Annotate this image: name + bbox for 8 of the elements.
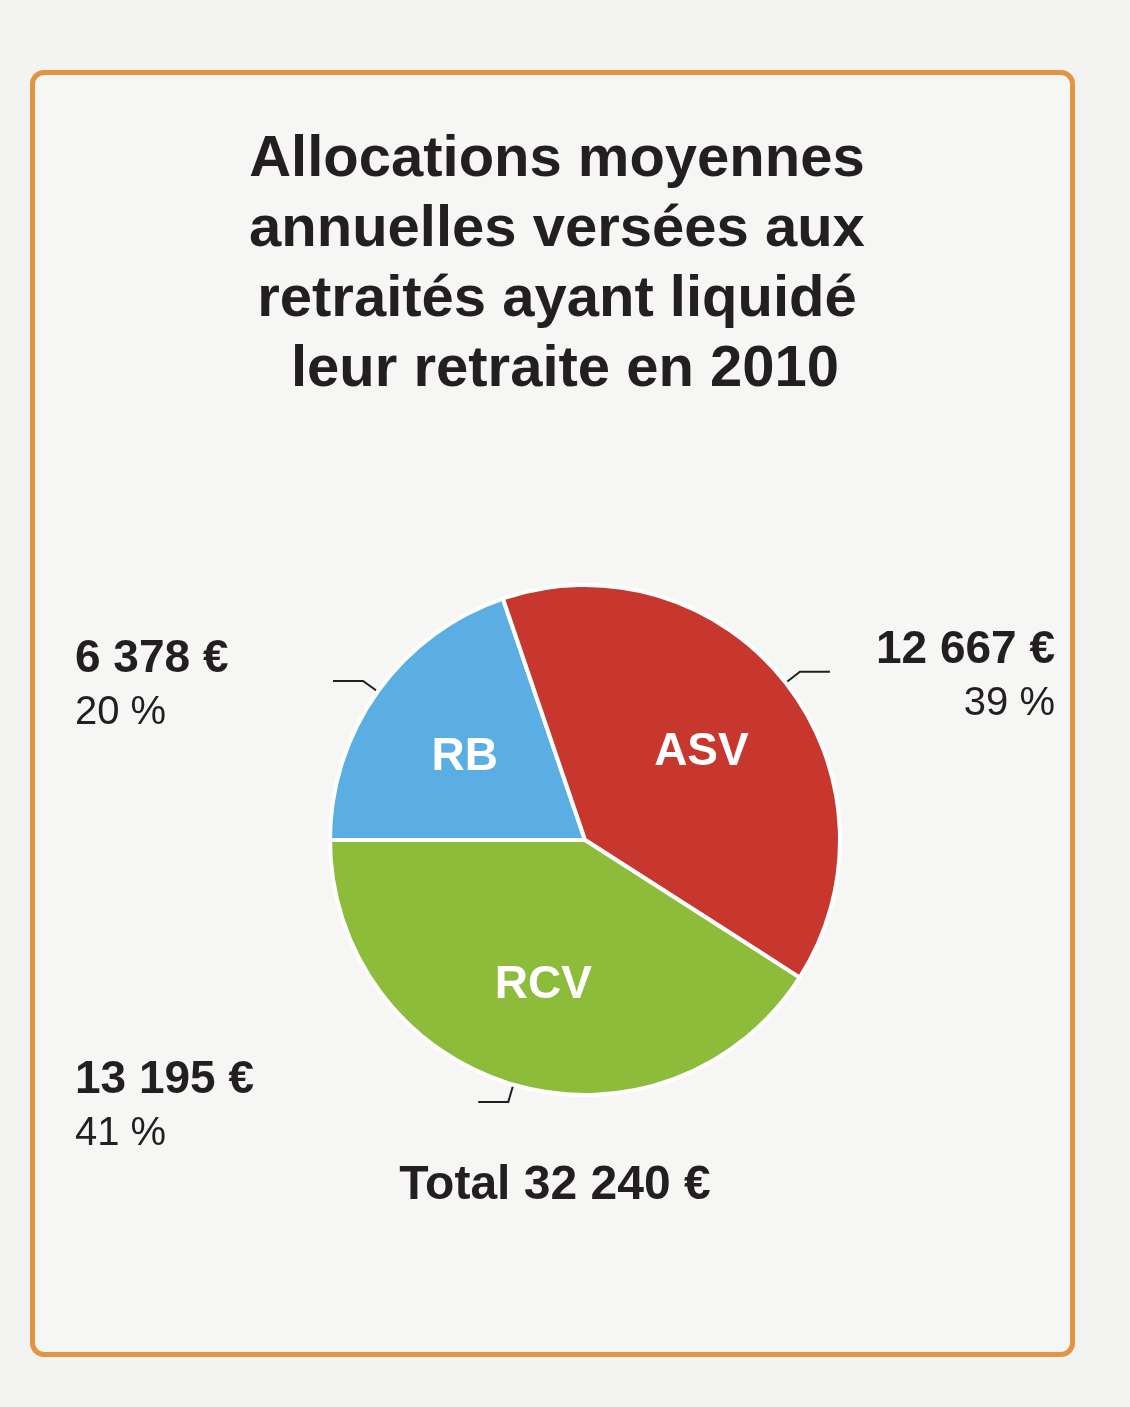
slice-label: RB <box>431 727 498 780</box>
data-label: 6 378 € 20 % <box>75 630 229 733</box>
text: Total 32 240 € <box>399 1155 711 1209</box>
slice-label: RCV <box>494 955 593 1008</box>
slice-label: ASV <box>654 722 750 775</box>
data-label: 12 667 € 39 % <box>875 620 1055 723</box>
chart-title: Allocations moyennes annuelles versées aux retraités ayant liquidé leur retraite en 2010 <box>249 122 881 398</box>
data-label: 13 195 € 41 % <box>75 1050 255 1153</box>
